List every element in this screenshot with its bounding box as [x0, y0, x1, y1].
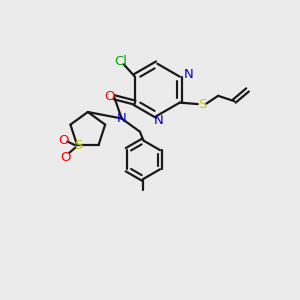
Text: S: S	[74, 140, 82, 152]
Text: O: O	[104, 90, 114, 103]
Text: Cl: Cl	[114, 55, 127, 68]
Text: N: N	[184, 68, 194, 81]
Text: N: N	[154, 114, 164, 127]
Text: N: N	[117, 112, 127, 125]
Text: O: O	[60, 151, 70, 164]
Text: O: O	[58, 134, 69, 147]
Text: S: S	[198, 98, 206, 111]
